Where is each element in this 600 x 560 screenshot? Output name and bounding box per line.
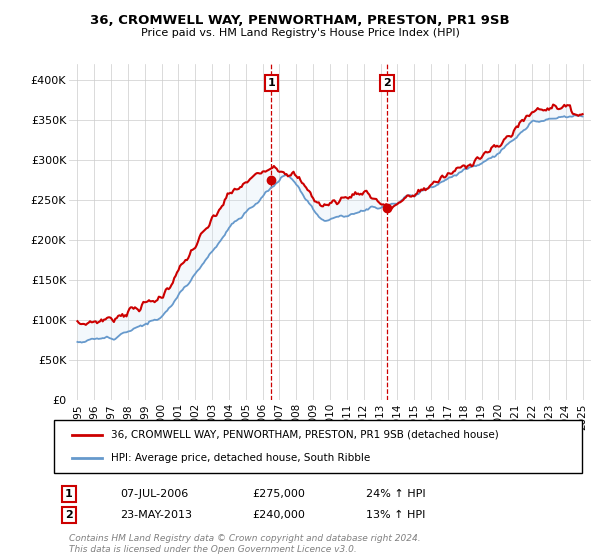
Text: 36, CROMWELL WAY, PENWORTHAM, PRESTON, PR1 9SB (detached house): 36, CROMWELL WAY, PENWORTHAM, PRESTON, P… [111,430,499,440]
Text: 2: 2 [383,78,391,88]
Text: 36, CROMWELL WAY, PENWORTHAM, PRESTON, PR1 9SB: 36, CROMWELL WAY, PENWORTHAM, PRESTON, P… [90,14,510,27]
Text: 23-MAY-2013: 23-MAY-2013 [120,510,192,520]
Text: HPI: Average price, detached house, South Ribble: HPI: Average price, detached house, Sout… [111,453,370,463]
Text: This data is licensed under the Open Government Licence v3.0.: This data is licensed under the Open Gov… [69,545,357,554]
Text: 1: 1 [268,78,275,88]
Text: 1: 1 [65,489,73,499]
Text: £240,000: £240,000 [252,510,305,520]
Text: 24% ↑ HPI: 24% ↑ HPI [366,489,425,499]
Text: £275,000: £275,000 [252,489,305,499]
Text: 07-JUL-2006: 07-JUL-2006 [120,489,188,499]
Text: Contains HM Land Registry data © Crown copyright and database right 2024.: Contains HM Land Registry data © Crown c… [69,534,421,543]
Text: 13% ↑ HPI: 13% ↑ HPI [366,510,425,520]
Text: 2: 2 [65,510,73,520]
Text: Price paid vs. HM Land Registry's House Price Index (HPI): Price paid vs. HM Land Registry's House … [140,28,460,38]
